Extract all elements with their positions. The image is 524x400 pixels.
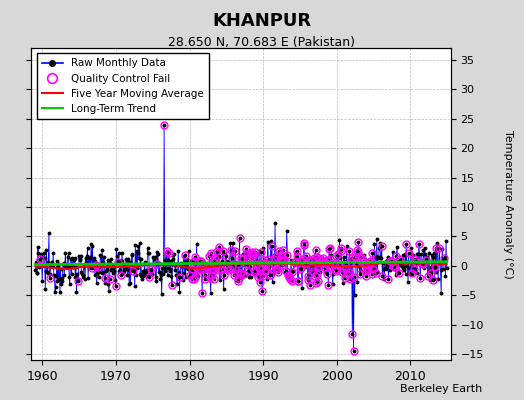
Text: KHANPUR: KHANPUR (212, 12, 312, 30)
Text: Berkeley Earth: Berkeley Earth (400, 384, 482, 394)
Text: 28.650 N, 70.683 E (Pakistan): 28.650 N, 70.683 E (Pakistan) (169, 36, 355, 49)
Legend: Raw Monthly Data, Quality Control Fail, Five Year Moving Average, Long-Term Tren: Raw Monthly Data, Quality Control Fail, … (37, 53, 209, 119)
Y-axis label: Temperature Anomaly (°C): Temperature Anomaly (°C) (503, 130, 513, 278)
